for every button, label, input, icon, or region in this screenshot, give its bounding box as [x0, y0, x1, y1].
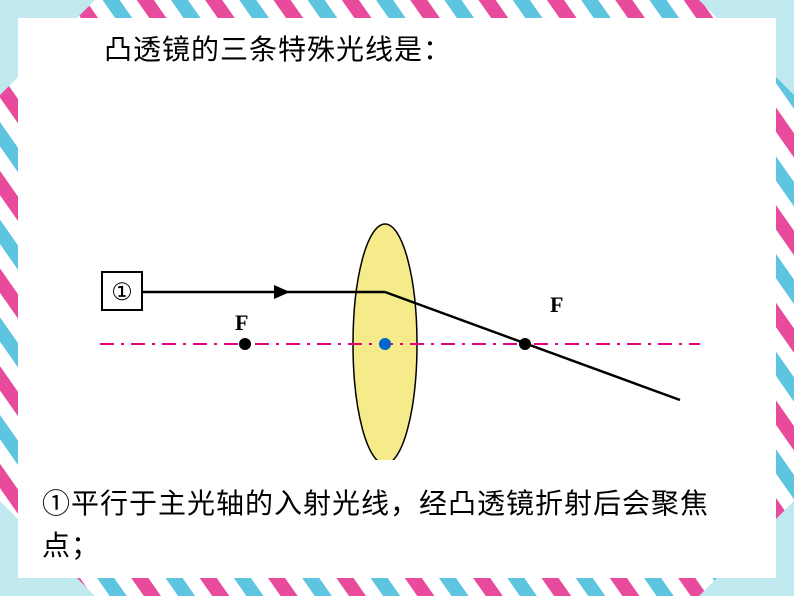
focal-left-label: F — [235, 310, 248, 335]
slide-content: 凸透镜的三条特殊光线是： F F ① ①平行于主光轴的入射光线，经凸透镜折射后会… — [0, 0, 794, 596]
incident-arrowhead — [274, 285, 290, 299]
lens-diagram: F F ① — [80, 200, 700, 460]
title: 凸透镜的三条特殊光线是： — [104, 28, 452, 68]
focal-left-dot — [239, 338, 251, 350]
ray-number-label: ① — [111, 280, 133, 306]
refracted-ray — [385, 292, 680, 400]
focal-right-label: F — [550, 292, 563, 317]
caption: ①平行于主光轴的入射光线，经凸透镜折射后会聚焦点； — [42, 484, 752, 568]
optical-center-dot — [379, 338, 391, 350]
